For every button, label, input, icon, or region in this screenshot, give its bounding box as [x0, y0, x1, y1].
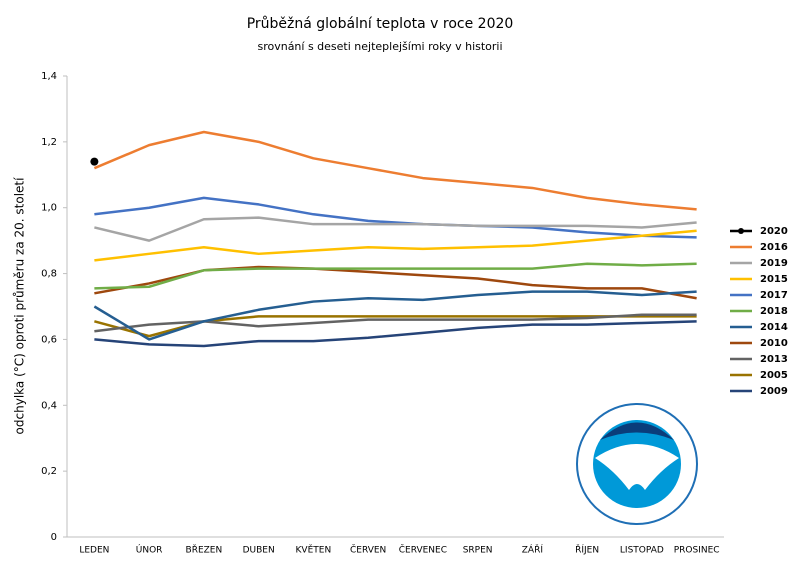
legend-label: 2016	[760, 242, 788, 253]
legend-label: 2017	[760, 290, 788, 301]
chart-subtitle: srovnání s deseti nejteplejšími roky v h…	[257, 40, 502, 53]
series-line	[94, 196, 697, 239]
legend-marker	[738, 228, 744, 234]
x-tick-label: ÚNOR	[136, 544, 163, 556]
chart-title: Průběžná globální teplota v roce 2020	[247, 16, 514, 32]
legend-label: 2009	[760, 386, 788, 397]
legend-label: 2015	[760, 274, 788, 285]
series-line	[94, 229, 697, 262]
x-tick-label: ČERVENEC	[399, 544, 447, 556]
x-tick-label: ZÁŘÍ	[522, 544, 544, 556]
series-line	[94, 262, 697, 290]
legend-label: 2018	[760, 306, 788, 317]
x-tick-label: BŘEZEN	[186, 545, 223, 556]
y-tick-label: 1,4	[41, 71, 57, 82]
y-tick-label: 0,2	[41, 466, 57, 477]
y-tick-label: 0,6	[41, 334, 57, 345]
series-line	[93, 290, 697, 341]
series-line	[93, 130, 697, 211]
series-line	[94, 216, 697, 242]
y-tick-label: 0,4	[41, 400, 57, 411]
series-line	[94, 320, 697, 348]
x-tick-label: ŘÍJEN	[575, 544, 599, 556]
y-tick-label: 0,8	[41, 269, 57, 280]
y-tick-label: 1,0	[41, 203, 57, 214]
x-tick-label: DUBEN	[243, 546, 275, 556]
point	[90, 157, 99, 166]
legend-label: 2019	[760, 258, 788, 269]
x-tick-label: ČERVEN	[350, 544, 386, 556]
y-tick-label: 1,2	[41, 137, 57, 148]
x-tick-label: SRPEN	[463, 546, 493, 556]
legend-label: 2010	[760, 338, 788, 349]
y-tick-label: 0	[51, 532, 57, 543]
legend-label: 2014	[760, 322, 788, 333]
x-tick-label: KVĚTEN	[296, 544, 332, 556]
x-tick-label: LEDEN	[79, 546, 109, 556]
x-tick-label: PROSINEC	[674, 546, 720, 556]
legend-label: 2013	[760, 354, 788, 365]
series-line	[94, 313, 697, 333]
legend-label: 2005	[760, 370, 788, 381]
y-axis-title: odchylka (°C) oproti průměru za 20. stol…	[13, 177, 27, 435]
x-tick-label: LISTOPAD	[620, 546, 664, 556]
legend-label: 2020	[760, 226, 788, 237]
noaa-logo	[576, 403, 698, 525]
